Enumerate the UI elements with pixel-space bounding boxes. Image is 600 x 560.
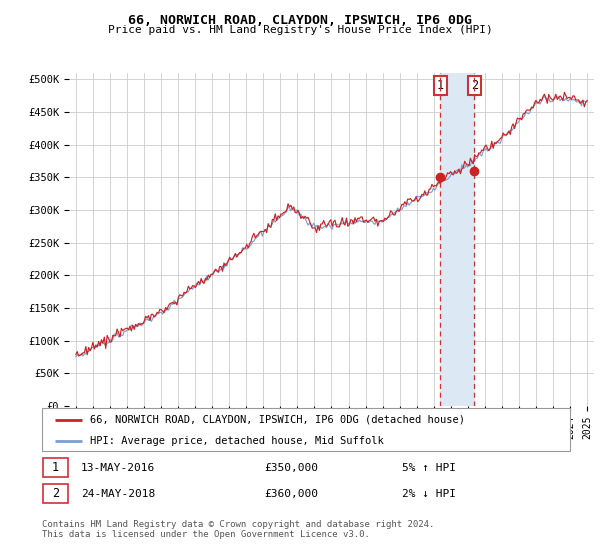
Text: £360,000: £360,000 [264,489,318,499]
Text: 1: 1 [52,461,59,474]
Text: 2: 2 [52,487,59,501]
Text: 1: 1 [437,80,443,92]
FancyBboxPatch shape [43,484,68,503]
Text: 13-MAY-2016: 13-MAY-2016 [81,463,155,473]
Text: 5% ↑ HPI: 5% ↑ HPI [402,463,456,473]
Text: 66, NORWICH ROAD, CLAYDON, IPSWICH, IP6 0DG: 66, NORWICH ROAD, CLAYDON, IPSWICH, IP6 … [128,14,472,27]
Text: 66, NORWICH ROAD, CLAYDON, IPSWICH, IP6 0DG (detached house): 66, NORWICH ROAD, CLAYDON, IPSWICH, IP6 … [89,415,464,424]
FancyBboxPatch shape [42,408,570,451]
Bar [440,73,475,406]
Text: £350,000: £350,000 [264,463,318,473]
Text: HPI: Average price, detached house, Mid Suffolk: HPI: Average price, detached house, Mid … [89,436,383,446]
Text: 2% ↓ HPI: 2% ↓ HPI [402,489,456,499]
FancyBboxPatch shape [43,458,68,477]
Text: 24-MAY-2018: 24-MAY-2018 [81,489,155,499]
Text: 2: 2 [471,80,478,92]
Text: Price paid vs. HM Land Registry's House Price Index (HPI): Price paid vs. HM Land Registry's House … [107,25,493,35]
Text: Contains HM Land Registry data © Crown copyright and database right 2024.
This d: Contains HM Land Registry data © Crown c… [42,520,434,539]
